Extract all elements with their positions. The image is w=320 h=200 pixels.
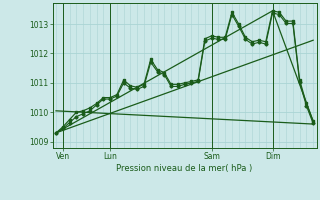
- X-axis label: Pression niveau de la mer( hPa ): Pression niveau de la mer( hPa ): [116, 164, 253, 173]
